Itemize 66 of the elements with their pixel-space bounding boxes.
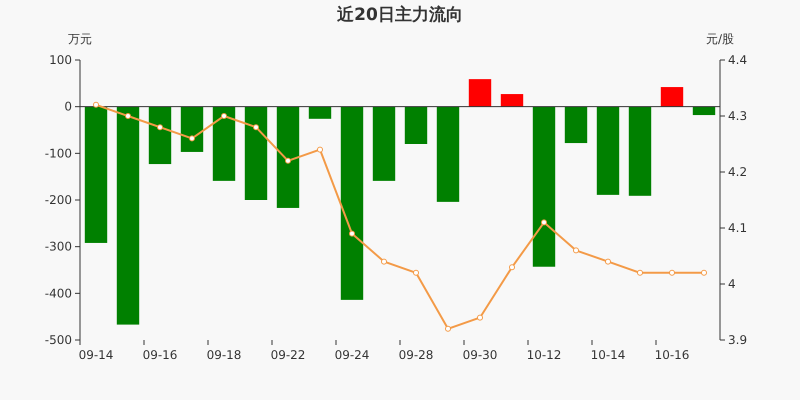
point xyxy=(125,113,131,119)
point xyxy=(637,270,643,276)
y-tick-label: -500 xyxy=(44,333,72,347)
point xyxy=(477,314,483,321)
point xyxy=(317,146,323,153)
bar xyxy=(436,106,460,202)
bar xyxy=(564,106,588,144)
x-tick-label: 09-18 xyxy=(206,348,242,362)
bar xyxy=(372,106,396,181)
point xyxy=(381,258,387,265)
x-tick-label: 09-16 xyxy=(142,348,178,362)
point xyxy=(701,270,707,276)
x-tick-label: 09-30 xyxy=(462,348,498,362)
x-tick-label: 09-22 xyxy=(270,348,306,362)
y-tick-label: -100 xyxy=(44,146,72,160)
point xyxy=(189,135,195,142)
point xyxy=(93,102,99,108)
bar xyxy=(692,106,716,116)
bar xyxy=(308,106,332,119)
bar xyxy=(340,106,364,300)
point xyxy=(221,113,227,119)
bar xyxy=(148,106,172,164)
x-tick-label: 10-14 xyxy=(590,348,626,362)
bar xyxy=(84,106,108,243)
point xyxy=(285,158,291,164)
y-tick-label: -400 xyxy=(44,286,72,300)
bar xyxy=(116,106,140,325)
point xyxy=(605,258,611,265)
bar xyxy=(596,106,620,195)
point xyxy=(669,270,675,276)
bar xyxy=(660,87,684,107)
point xyxy=(445,326,451,332)
point xyxy=(541,219,547,226)
bar xyxy=(276,106,300,208)
bar xyxy=(244,106,268,200)
x-tick-label: 10-16 xyxy=(654,348,690,362)
point xyxy=(509,264,515,270)
y2-tick-label: 4.3 xyxy=(728,109,748,123)
x-tick-label: 09-24 xyxy=(334,348,370,362)
bar xyxy=(468,79,492,107)
bar xyxy=(500,94,524,107)
y-tick-label: -200 xyxy=(44,193,72,207)
bar xyxy=(532,106,556,267)
y2-tick-label: 4.4 xyxy=(728,53,748,67)
y-tick-label: 100 xyxy=(49,53,72,67)
bar xyxy=(180,106,204,152)
y-axis-title: 万元 xyxy=(68,32,92,46)
y-tick-label: -300 xyxy=(44,240,72,254)
y2-axis-title: 元/股 xyxy=(706,32,734,46)
x-tick-label: 09-14 xyxy=(78,348,114,362)
y2-tick-label: 4 xyxy=(728,277,736,291)
point xyxy=(573,247,579,254)
point xyxy=(253,124,259,130)
point xyxy=(413,270,419,276)
y2-tick-label: 4.1 xyxy=(728,221,748,235)
point xyxy=(349,230,355,237)
y2-tick-label: 3.9 xyxy=(728,333,748,347)
bar xyxy=(212,106,236,181)
x-tick-label: 09-28 xyxy=(398,348,434,362)
y2-tick-label: 4.2 xyxy=(728,165,748,179)
point xyxy=(157,124,163,130)
bar xyxy=(404,106,428,144)
chart-title: 近20日主力流向 xyxy=(336,5,463,25)
bar xyxy=(628,106,652,196)
x-tick-label: 10-12 xyxy=(526,348,562,362)
y-tick-label: 0 xyxy=(64,100,72,114)
